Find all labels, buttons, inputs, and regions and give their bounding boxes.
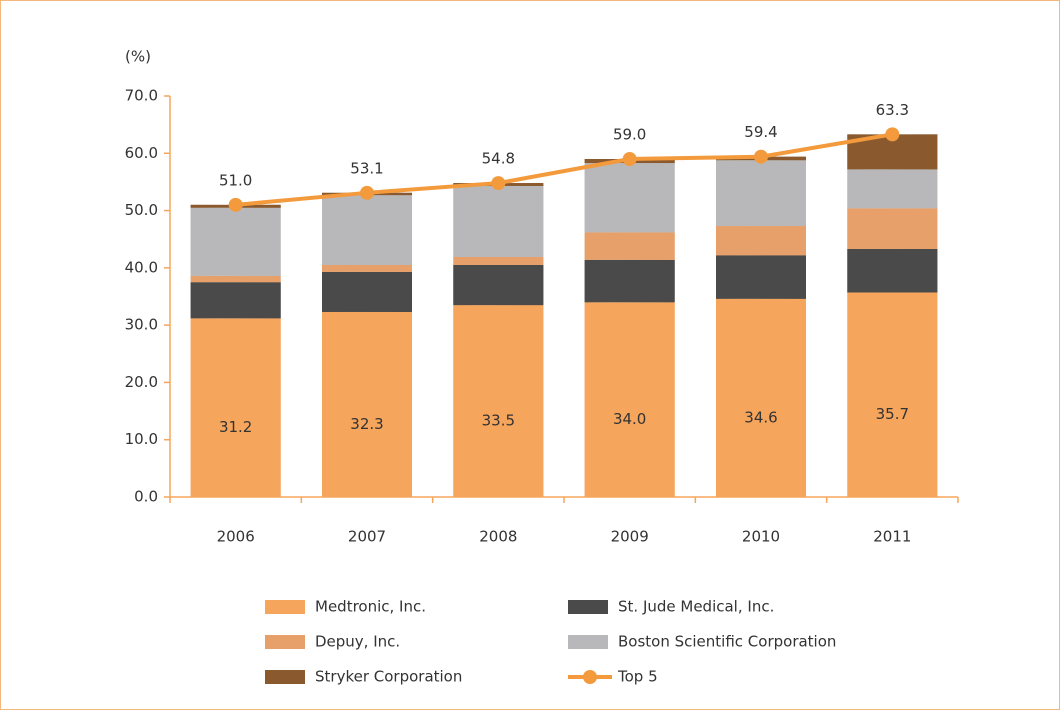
legend-label: Depuy, Inc. (315, 633, 400, 651)
bar (322, 311, 412, 497)
x-tick-label: 2006 (217, 528, 255, 546)
bar (584, 259, 675, 303)
y-tick-label: 0.0 (134, 488, 158, 506)
y-tick-label: 10.0 (125, 430, 158, 448)
y-tick-label: 40.0 (125, 258, 158, 276)
bar (453, 256, 544, 265)
line-point (754, 149, 768, 164)
bar (716, 226, 806, 256)
legend-label: Medtronic, Inc. (315, 598, 426, 616)
bar (322, 271, 412, 312)
bar (453, 185, 544, 257)
legend-swatch (568, 600, 608, 614)
legend-swatch (265, 600, 305, 614)
x-tick-label: 2011 (873, 528, 911, 546)
bar (190, 318, 281, 497)
x-tick-label: 2008 (479, 528, 517, 546)
line-point (622, 152, 637, 167)
data-label: 63.3 (876, 101, 909, 119)
y-tick-label: 30.0 (125, 316, 158, 334)
bar (716, 298, 806, 497)
data-label: 31.2 (219, 418, 252, 436)
data-label: 34.6 (744, 408, 777, 426)
bar (847, 248, 938, 293)
line (235, 132, 893, 207)
data-label: 53.1 (350, 159, 383, 177)
bar (584, 232, 675, 260)
legend-swatch (265, 670, 305, 684)
data-label: 54.8 (482, 150, 515, 168)
bar (190, 282, 281, 319)
bar (847, 169, 938, 209)
y-tick-label: 50.0 (125, 201, 158, 219)
line-point (360, 185, 374, 200)
y-tick-label: 20.0 (125, 373, 158, 391)
x-tick-label: 2010 (742, 528, 780, 546)
legend-label: St. Jude Medical, Inc. (618, 598, 774, 616)
bar (716, 160, 806, 227)
bar (453, 264, 544, 306)
legend-swatch (265, 635, 305, 649)
x-tick-label: 2009 (611, 528, 649, 546)
data-label: 51.0 (219, 171, 252, 189)
data-label: 59.0 (613, 126, 646, 144)
bar (847, 292, 938, 497)
data-label: 33.5 (482, 412, 515, 430)
x-tick-label: 2007 (348, 528, 386, 546)
data-label: 35.7 (876, 405, 909, 423)
legend-swatch (568, 635, 608, 649)
bar (322, 264, 412, 272)
bar (716, 255, 806, 299)
line-point (491, 176, 506, 191)
bar (322, 195, 412, 265)
bar (453, 305, 544, 497)
legend-label: Boston Scientific Corporation (618, 633, 836, 651)
legend-label: Top 5 (617, 668, 658, 686)
y-tick-label: 70.0 (125, 87, 158, 105)
legend-label: Stryker Corporation (315, 668, 462, 686)
data-label: 59.4 (744, 123, 777, 141)
data-label: 32.3 (350, 415, 383, 433)
bar (190, 275, 281, 283)
bar (584, 302, 675, 497)
bar (190, 207, 281, 276)
y-axis-label: (%) (125, 48, 151, 66)
data-label: 34.0 (613, 410, 646, 428)
legend-marker (583, 670, 597, 684)
line-point (228, 197, 243, 212)
line-point (885, 127, 900, 142)
bar (584, 163, 675, 233)
y-tick-label: 60.0 (125, 144, 158, 162)
bar (847, 208, 938, 249)
